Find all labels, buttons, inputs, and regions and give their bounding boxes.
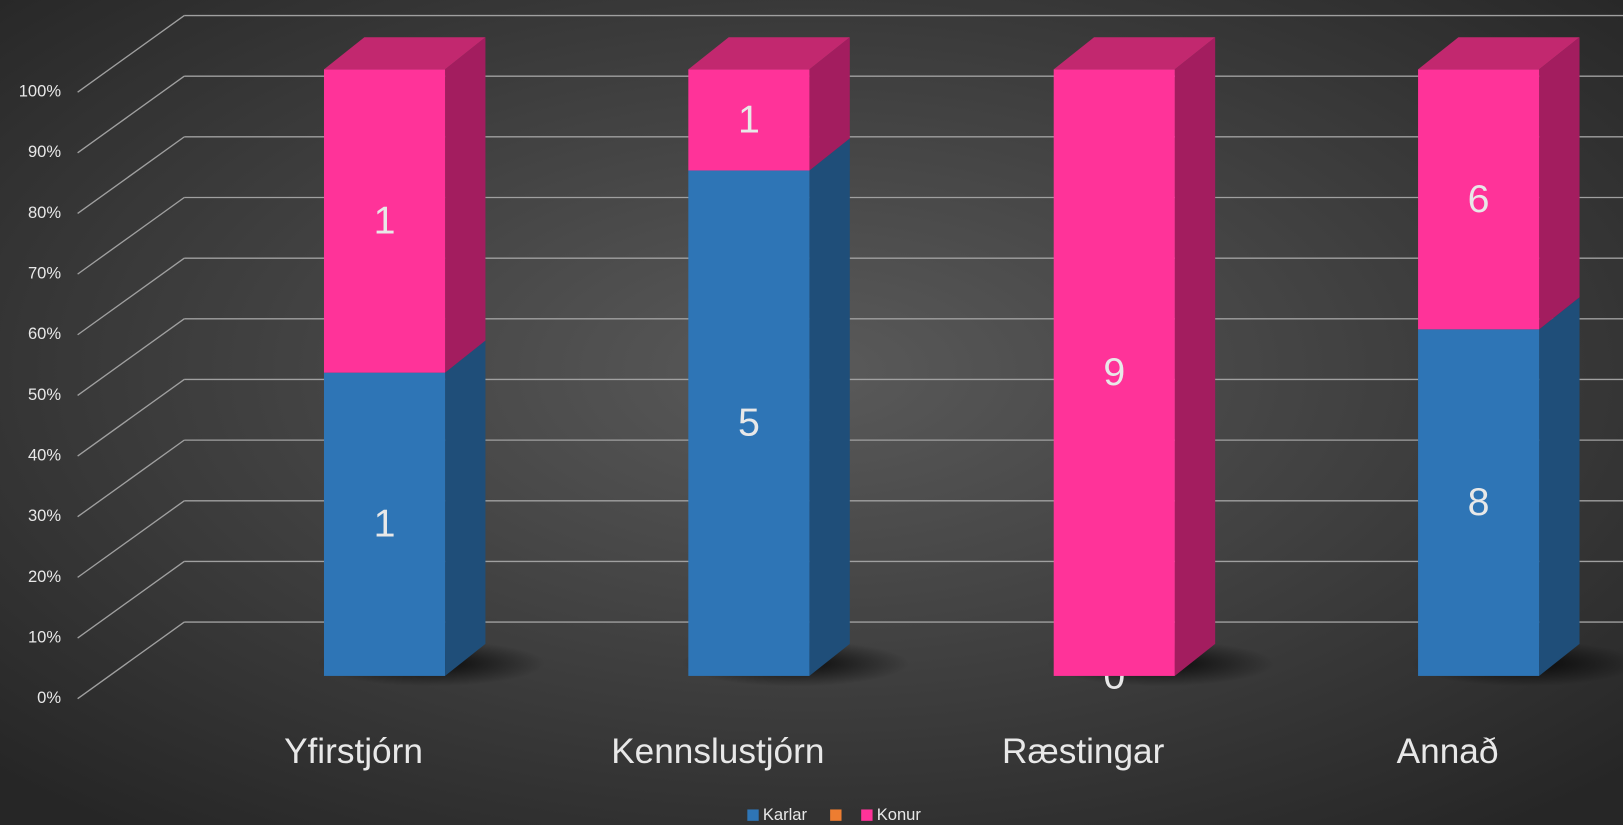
bar	[688, 170, 810, 676]
data-label: 1	[374, 198, 396, 242]
y-tick-label: 50%	[28, 385, 61, 404]
bar-top	[1418, 37, 1580, 70]
bar-side	[809, 138, 850, 676]
bar-top	[323, 37, 486, 70]
bar	[1418, 69, 1540, 330]
bar-side	[445, 340, 486, 676]
y-tick-label: 90%	[28, 142, 61, 161]
grid-line	[77, 318, 185, 396]
y-tick-label: 0%	[37, 688, 61, 707]
y-tick-label: 20%	[28, 567, 61, 586]
bar	[688, 69, 810, 171]
grid-line	[77, 439, 185, 518]
bar-side	[1539, 297, 1580, 676]
legend-swatch	[830, 809, 842, 821]
y-tick-label: 80%	[28, 203, 61, 222]
legend-swatch	[747, 809, 759, 821]
grid-line	[77, 196, 185, 275]
grid-line	[77, 500, 185, 578]
y-tick-label: 10%	[28, 627, 61, 646]
data-label: 9	[1103, 350, 1125, 394]
data-label: 1	[374, 502, 396, 546]
x-tick-label: Kennslustjórn	[611, 732, 824, 771]
y-tick-label: 30%	[28, 506, 61, 525]
data-label: 1	[738, 97, 760, 141]
y-tick-label: 70%	[28, 263, 61, 282]
y-tick-label: 40%	[28, 445, 61, 464]
legend-swatch	[861, 809, 873, 821]
grid-line	[77, 378, 185, 457]
legend-label: Konur	[877, 805, 922, 824]
legend-label: Karlar	[763, 805, 808, 824]
y-tick-label: 100%	[19, 82, 62, 101]
grid-line	[77, 75, 185, 154]
bar-side	[445, 37, 486, 373]
data-label: 5	[738, 401, 760, 445]
grid-line	[77, 560, 185, 639]
bar	[1418, 329, 1540, 676]
bar-top	[688, 37, 850, 70]
data-label: 6	[1468, 177, 1490, 221]
x-tick-label: Yfirstjórn	[284, 732, 423, 771]
bar	[1053, 69, 1175, 676]
grid-line	[77, 257, 185, 336]
bar	[323, 372, 446, 676]
bar-top	[1053, 37, 1216, 70]
y-tick-label: 60%	[28, 324, 61, 343]
bar-side	[809, 37, 850, 171]
x-tick-label: Annað	[1397, 732, 1499, 771]
grid-line	[77, 136, 185, 215]
grid-line	[77, 15, 185, 93]
bar-side	[1539, 37, 1580, 330]
grid-line	[77, 621, 185, 700]
bar-side	[1174, 37, 1216, 676]
data-label: 8	[1468, 480, 1490, 524]
bar	[323, 69, 446, 373]
x-tick-label: Ræstingar	[1002, 732, 1165, 771]
